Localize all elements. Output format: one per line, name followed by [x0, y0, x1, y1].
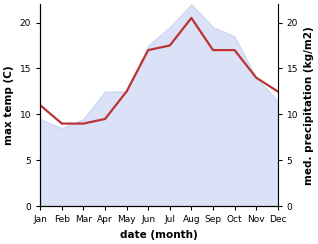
X-axis label: date (month): date (month) [120, 230, 198, 240]
Y-axis label: med. precipitation (kg/m2): med. precipitation (kg/m2) [304, 26, 314, 184]
Y-axis label: max temp (C): max temp (C) [4, 65, 14, 145]
